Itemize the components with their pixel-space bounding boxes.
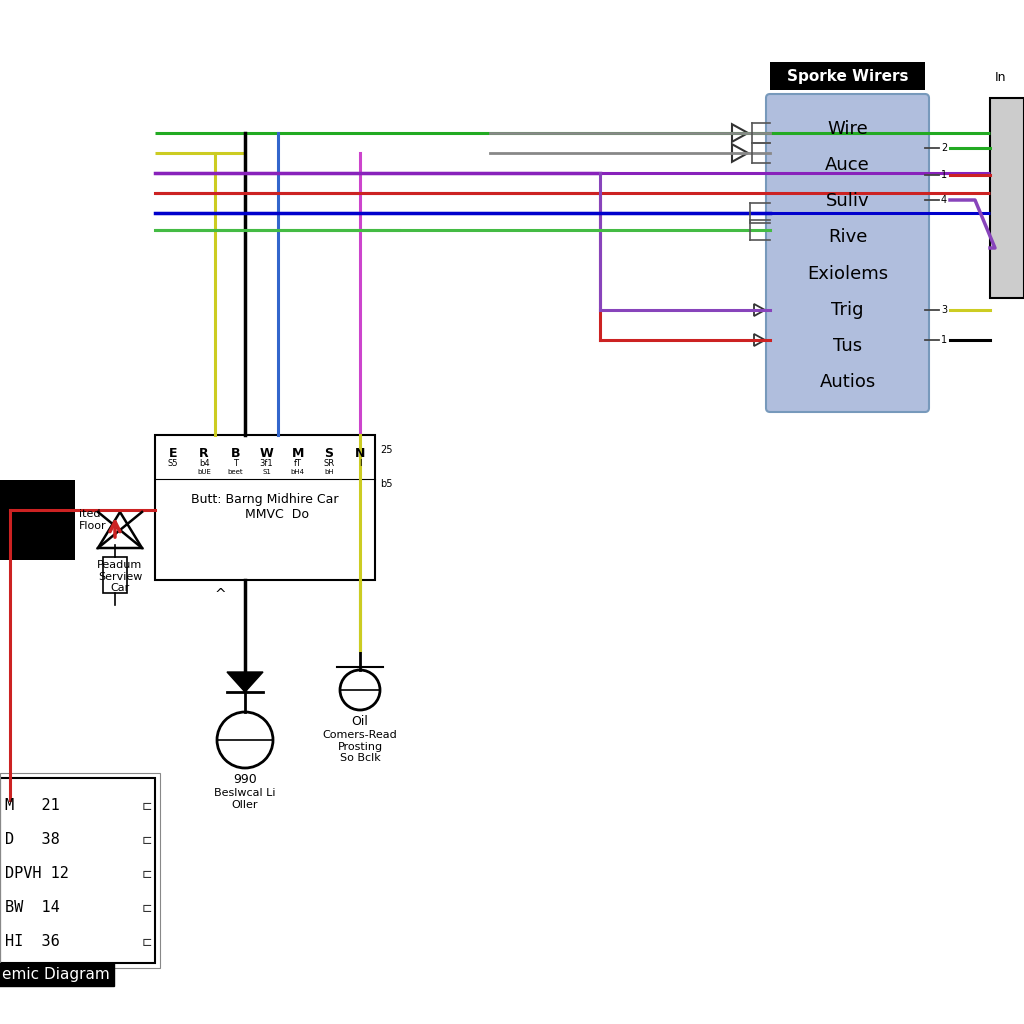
Text: N: N <box>354 447 366 460</box>
Text: ⊏: ⊏ <box>141 901 153 914</box>
Text: S5: S5 <box>168 459 178 468</box>
Text: fT: fT <box>294 459 302 468</box>
Text: Sporke Wirers: Sporke Wirers <box>786 69 908 84</box>
Text: ⊏: ⊏ <box>141 867 153 881</box>
Text: Oil: Oil <box>351 715 369 728</box>
Text: E: E <box>169 447 177 460</box>
Text: ⊏: ⊏ <box>141 800 153 812</box>
Text: SR: SR <box>324 459 335 468</box>
Text: Auce: Auce <box>825 156 869 174</box>
Text: 2: 2 <box>941 143 947 153</box>
Text: B: B <box>230 447 240 460</box>
Text: DPVH 12: DPVH 12 <box>5 866 69 882</box>
Text: HI  36: HI 36 <box>5 935 59 949</box>
FancyBboxPatch shape <box>766 94 929 412</box>
Text: 3f1: 3f1 <box>260 459 273 468</box>
Text: Trig: Trig <box>831 301 864 319</box>
Text: bUE: bUE <box>198 469 211 475</box>
Text: T: T <box>232 459 238 468</box>
Text: 4: 4 <box>941 195 947 205</box>
Text: Beslwcal Li
Oller: Beslwcal Li Oller <box>214 788 275 810</box>
Text: Autios: Autios <box>819 373 876 391</box>
Bar <box>770 62 925 90</box>
Text: Rive: Rive <box>827 228 867 246</box>
Bar <box>0 773 160 968</box>
Text: bH: bH <box>324 469 334 475</box>
Text: Comers-Read
Prosting
So Bclk: Comers-Read Prosting So Bclk <box>323 730 397 763</box>
Text: b4: b4 <box>199 459 210 468</box>
Text: M: M <box>292 447 304 460</box>
Text: Wire: Wire <box>827 120 868 138</box>
Polygon shape <box>227 672 263 692</box>
Text: ^: ^ <box>215 588 226 602</box>
Text: BW  14: BW 14 <box>5 900 59 915</box>
Text: S1: S1 <box>262 469 271 475</box>
Bar <box>0 778 155 963</box>
Bar <box>103 557 127 593</box>
Text: Peadum
Serview
Car: Peadum Serview Car <box>97 560 142 593</box>
Text: ited
Floor: ited Floor <box>79 509 106 530</box>
Text: 3: 3 <box>941 305 947 315</box>
Text: b5: b5 <box>380 479 392 489</box>
Text: D   38: D 38 <box>5 833 59 848</box>
Bar <box>990 98 1024 298</box>
Text: 990: 990 <box>233 773 257 786</box>
Bar <box>155 435 375 580</box>
Text: R: R <box>200 447 209 460</box>
Text: Butt: Barng Midhire Car
      MMVC  Do: Butt: Barng Midhire Car MMVC Do <box>191 493 339 521</box>
Text: bH4: bH4 <box>291 469 305 475</box>
Text: ⊏: ⊏ <box>141 936 153 948</box>
Text: I: I <box>358 459 361 468</box>
Text: beet: beet <box>227 469 243 475</box>
Text: 1: 1 <box>941 335 947 345</box>
Text: W: W <box>260 447 273 460</box>
Text: M   21: M 21 <box>5 799 59 813</box>
Text: Suliv: Suliv <box>825 193 869 210</box>
Text: Exiolems: Exiolems <box>807 265 888 283</box>
Text: ⊏: ⊏ <box>141 834 153 847</box>
Text: S: S <box>325 447 334 460</box>
Bar <box>0 480 75 560</box>
Text: Tus: Tus <box>833 337 862 355</box>
Text: In: In <box>995 71 1007 84</box>
Text: 1: 1 <box>941 170 947 180</box>
Text: 25: 25 <box>380 445 392 455</box>
Text: emic Diagram: emic Diagram <box>2 967 110 982</box>
